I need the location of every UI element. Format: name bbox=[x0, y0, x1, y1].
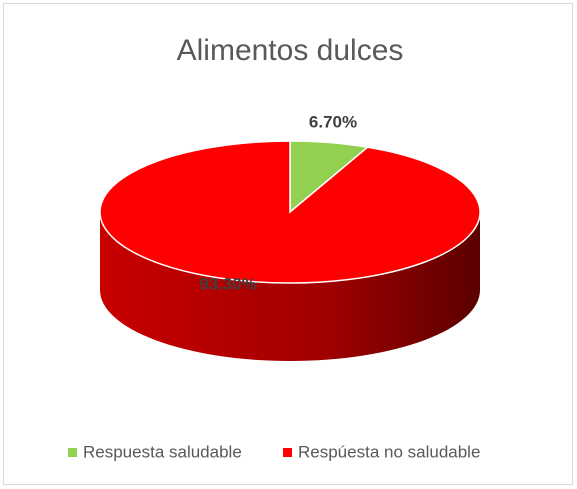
pie-slice bbox=[99, 140, 481, 284]
data-label: 93.30% bbox=[199, 274, 257, 293]
legend-label: Respúesta no saludable bbox=[298, 442, 480, 461]
data-label: 6.70% bbox=[309, 112, 357, 131]
pie-side bbox=[100, 212, 480, 361]
chart-title: Alimentos dulces bbox=[177, 34, 404, 67]
legend-swatch bbox=[283, 448, 292, 457]
legend-label: Respuesta saludable bbox=[83, 442, 242, 461]
legend-swatch bbox=[68, 448, 77, 457]
